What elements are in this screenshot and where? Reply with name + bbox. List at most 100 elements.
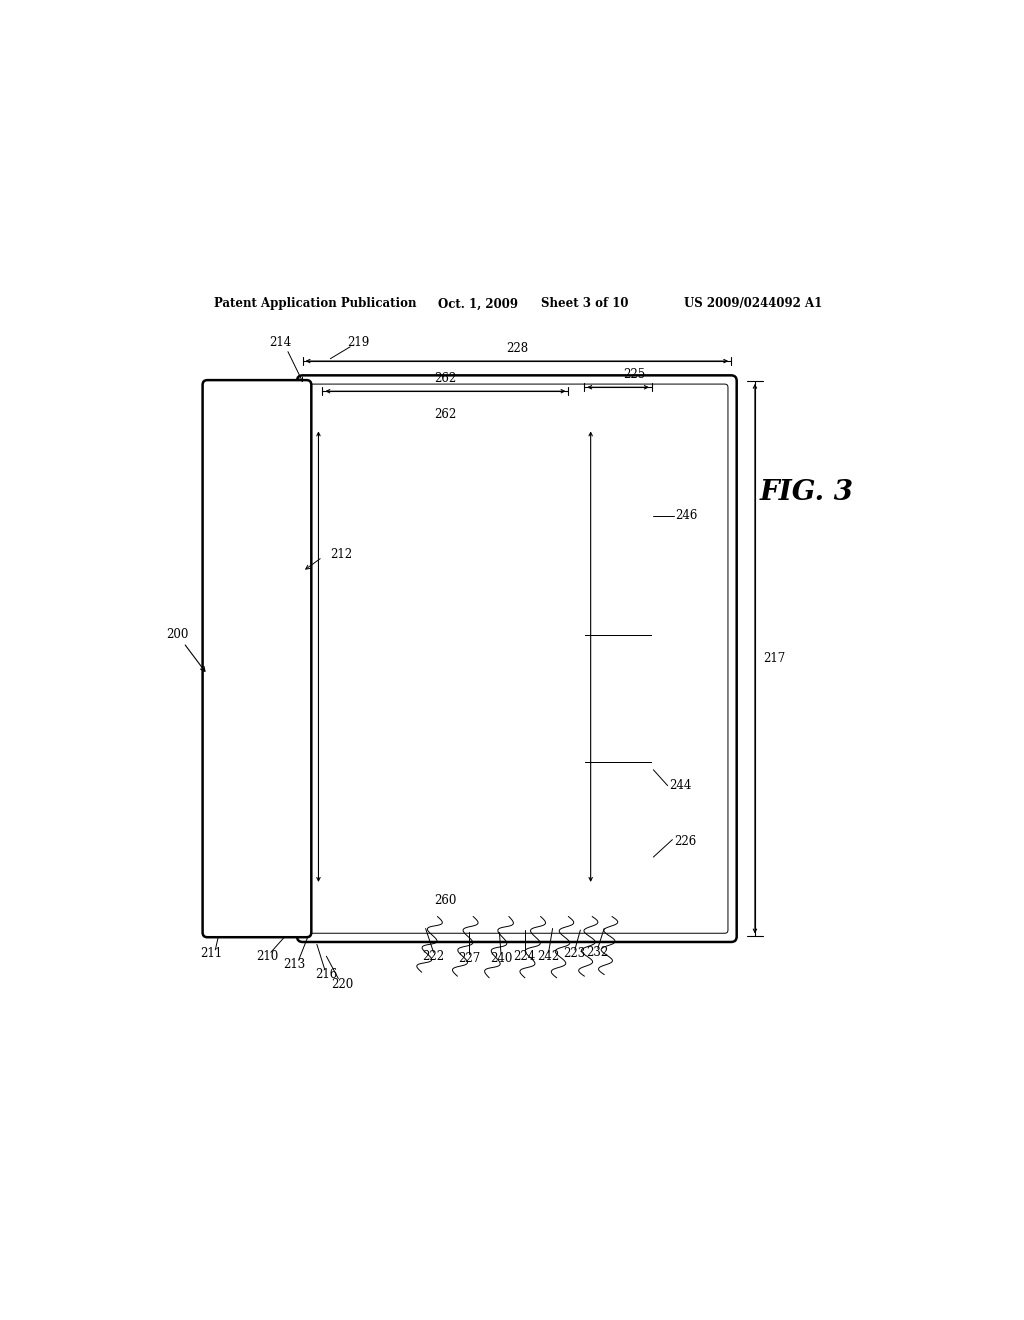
Bar bbox=[469, 838, 484, 879]
Bar bbox=[329, 659, 359, 700]
Bar bbox=[397, 569, 427, 610]
Text: Patent Application Publication: Patent Application Publication bbox=[214, 297, 416, 310]
Text: 228: 228 bbox=[506, 342, 528, 355]
Bar bbox=[397, 748, 427, 789]
Bar bbox=[488, 838, 504, 879]
Bar bbox=[547, 434, 562, 475]
Bar bbox=[303, 385, 323, 932]
Bar bbox=[431, 838, 461, 879]
Bar bbox=[508, 659, 523, 700]
FancyBboxPatch shape bbox=[306, 384, 728, 933]
Bar bbox=[362, 569, 393, 610]
Bar bbox=[547, 816, 562, 834]
Bar bbox=[527, 704, 543, 744]
Bar bbox=[362, 524, 393, 565]
Text: 213: 213 bbox=[284, 958, 306, 970]
Text: 216: 216 bbox=[315, 968, 338, 981]
Text: 262: 262 bbox=[434, 408, 457, 421]
Bar bbox=[527, 793, 543, 834]
Bar bbox=[362, 434, 393, 475]
Bar bbox=[585, 397, 651, 904]
Bar bbox=[362, 748, 393, 789]
Text: 212: 212 bbox=[331, 548, 352, 561]
Bar bbox=[547, 771, 562, 789]
Bar bbox=[362, 704, 393, 744]
Bar bbox=[547, 479, 562, 520]
Text: Oct. 1, 2009: Oct. 1, 2009 bbox=[437, 297, 517, 310]
Text: 227: 227 bbox=[458, 952, 480, 965]
Text: 240: 240 bbox=[489, 952, 512, 965]
Text: 246: 246 bbox=[676, 510, 698, 523]
Bar bbox=[508, 479, 523, 520]
Bar bbox=[469, 793, 484, 834]
Bar bbox=[508, 704, 523, 744]
Bar bbox=[508, 614, 523, 655]
Text: 226: 226 bbox=[674, 834, 696, 847]
Bar bbox=[397, 434, 427, 475]
Bar bbox=[431, 479, 461, 520]
Text: 223: 223 bbox=[563, 948, 586, 961]
Bar bbox=[508, 434, 523, 475]
Text: 211: 211 bbox=[201, 948, 222, 961]
Text: 219: 219 bbox=[347, 337, 370, 350]
Bar bbox=[362, 614, 393, 655]
Bar bbox=[488, 479, 504, 520]
Bar bbox=[508, 748, 523, 789]
Bar bbox=[508, 838, 523, 879]
Bar bbox=[431, 704, 461, 744]
Bar bbox=[469, 704, 484, 744]
Bar bbox=[329, 479, 359, 520]
Text: 217: 217 bbox=[763, 652, 785, 665]
Bar bbox=[329, 524, 359, 565]
Bar bbox=[585, 762, 651, 904]
Bar bbox=[431, 659, 461, 700]
Bar bbox=[508, 793, 523, 834]
Bar bbox=[431, 434, 461, 475]
Text: 242: 242 bbox=[538, 950, 560, 962]
Text: 222: 222 bbox=[423, 950, 444, 962]
Bar bbox=[329, 748, 359, 789]
Bar bbox=[397, 479, 427, 520]
Text: 262: 262 bbox=[434, 372, 457, 385]
Bar bbox=[329, 434, 359, 475]
Text: 224: 224 bbox=[514, 950, 536, 962]
Bar bbox=[488, 524, 504, 565]
Bar bbox=[527, 569, 543, 610]
Text: 232: 232 bbox=[587, 946, 609, 958]
Bar bbox=[488, 704, 504, 744]
Bar bbox=[329, 793, 359, 834]
Text: 214: 214 bbox=[269, 337, 292, 350]
Bar bbox=[323, 429, 568, 884]
Text: Sheet 3 of 10: Sheet 3 of 10 bbox=[541, 297, 628, 310]
Bar bbox=[397, 614, 427, 655]
Bar bbox=[527, 748, 543, 789]
Bar bbox=[527, 524, 543, 565]
Text: 210: 210 bbox=[256, 950, 278, 962]
Bar bbox=[547, 569, 562, 610]
Bar bbox=[527, 479, 543, 520]
Bar bbox=[547, 838, 562, 857]
Bar bbox=[362, 838, 393, 879]
Bar bbox=[469, 748, 484, 789]
Bar bbox=[585, 635, 651, 762]
Text: 260: 260 bbox=[434, 894, 457, 907]
Bar bbox=[431, 748, 461, 789]
Bar bbox=[362, 479, 393, 520]
Bar bbox=[570, 401, 584, 884]
Bar bbox=[547, 861, 562, 879]
Bar bbox=[469, 434, 484, 475]
Bar bbox=[508, 524, 523, 565]
Bar bbox=[329, 614, 359, 655]
Bar bbox=[527, 838, 543, 879]
Bar bbox=[469, 524, 484, 565]
Bar bbox=[488, 614, 504, 655]
Bar bbox=[488, 434, 504, 475]
Bar bbox=[547, 704, 562, 744]
Bar bbox=[397, 793, 427, 834]
Bar bbox=[397, 704, 427, 744]
FancyBboxPatch shape bbox=[203, 380, 311, 937]
FancyBboxPatch shape bbox=[297, 375, 736, 942]
Bar bbox=[547, 659, 562, 700]
Text: US 2009/0244092 A1: US 2009/0244092 A1 bbox=[684, 297, 822, 310]
Bar bbox=[547, 524, 562, 565]
